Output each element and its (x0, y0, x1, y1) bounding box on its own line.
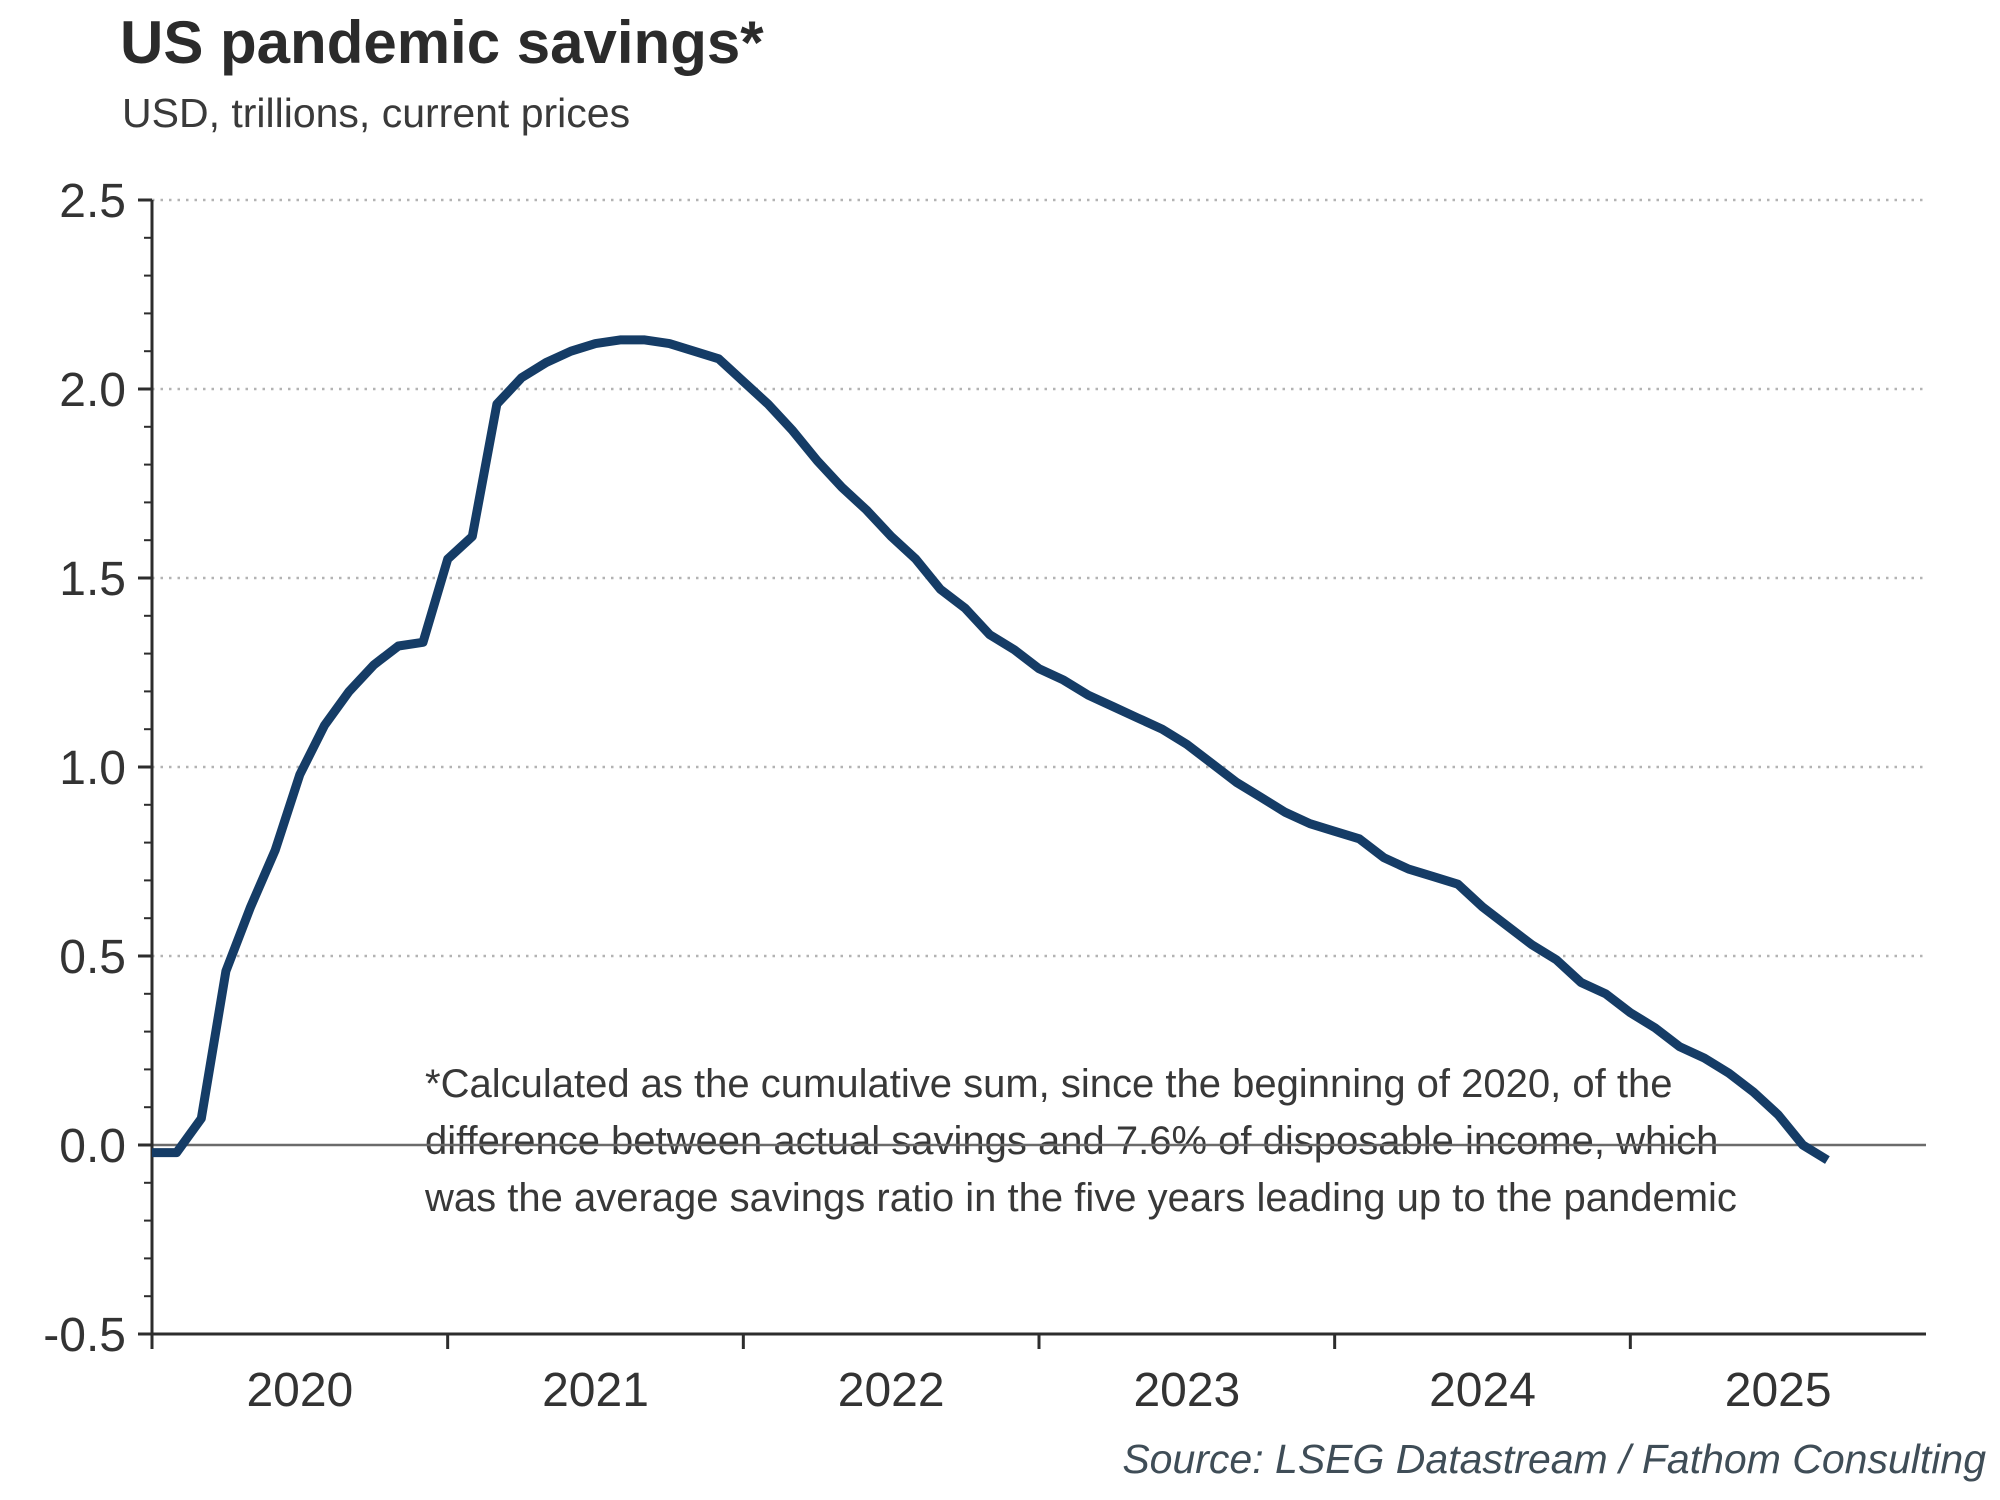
source-credit: Source: LSEG Datastream / Fathom Consult… (1122, 1436, 1986, 1482)
gridlines (152, 198, 1926, 1147)
chart-title: US pandemic savings* (120, 9, 764, 76)
y-tick-label: 2.0 (59, 364, 126, 417)
y-tick-label: -0.5 (43, 1309, 126, 1362)
y-tick-label: 2.5 (59, 175, 126, 228)
x-tick-label: 2023 (1133, 1364, 1240, 1417)
footnote-line: was the average savings ratio in the fiv… (425, 1176, 1737, 1220)
footnote-line: *Calculated as the cumulative sum, since… (425, 1062, 1673, 1106)
axes (138, 198, 1926, 1349)
footnote-line: difference between actual savings and 7.… (425, 1119, 1719, 1163)
x-tick-label: 2020 (246, 1364, 353, 1417)
data-series (152, 335, 1830, 1164)
savings-line (152, 335, 1830, 1164)
footnote-annotation: *Calculated as the cumulative sum, since… (425, 1056, 1737, 1227)
x-tick-label: 2025 (1725, 1364, 1832, 1417)
y-tick-label: 0.5 (59, 931, 126, 984)
y-tick-label: 0.0 (59, 1120, 126, 1173)
y-tick-label: 1.5 (59, 553, 126, 606)
tick-labels: -0.5 0.0 0.5 1.0 1.5 2.0 2.5 2020 2021 2022 2023 20… (43, 175, 1831, 1417)
chart-subtitle: USD, trillions, current prices (122, 90, 631, 136)
x-tick-label: 2022 (838, 1364, 945, 1417)
x-tick-label: 2024 (1429, 1364, 1536, 1417)
x-tick-label: 2021 (542, 1364, 649, 1417)
y-tick-label: 1.0 (59, 742, 126, 795)
